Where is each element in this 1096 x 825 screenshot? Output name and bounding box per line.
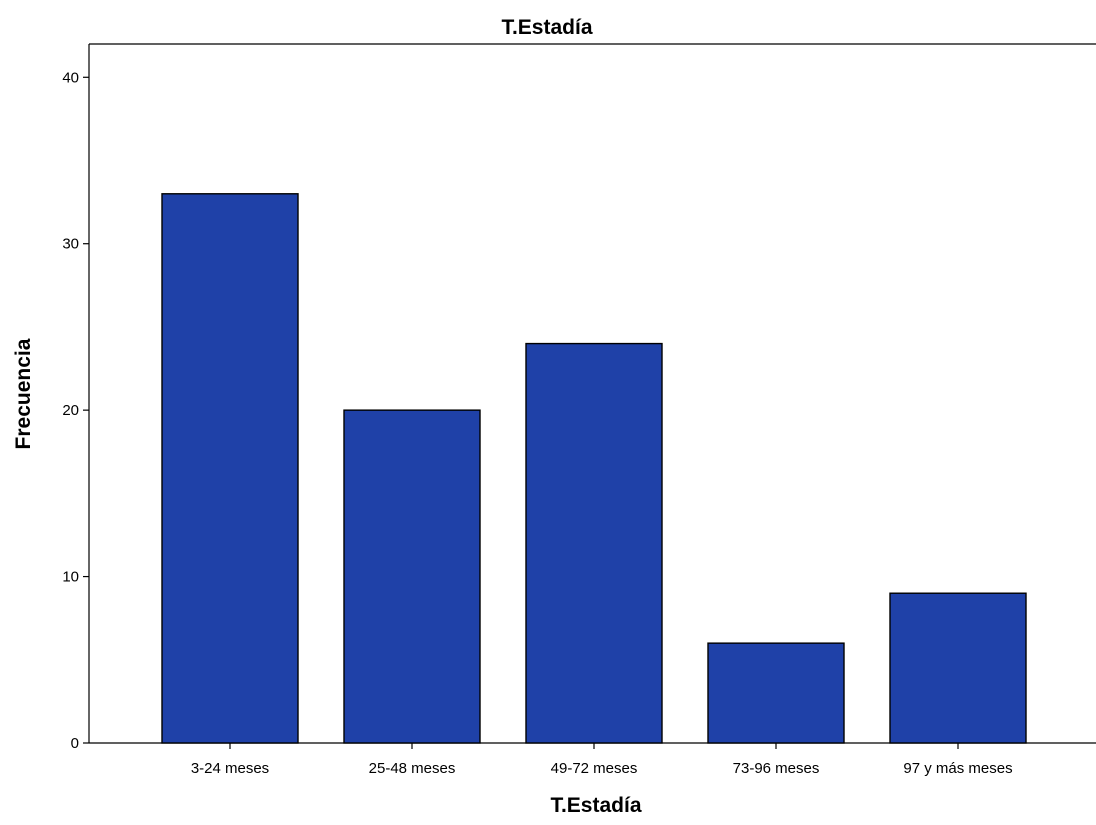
- y-tick-label-10: 10: [62, 569, 79, 586]
- y-tick-label-30: 30: [62, 236, 79, 253]
- bar-49-72-meses: [525, 342, 663, 744]
- x-tick-label-97-y-mas-meses: 97 y más meses: [903, 760, 1012, 777]
- x-tick-label-73-96-meses: 73-96 meses: [733, 760, 820, 777]
- y-axis-ticks: 0 10 20 30 40: [62, 69, 89, 752]
- y-tick-label-40: 40: [62, 69, 79, 86]
- y-tick-label-0: 0: [71, 735, 79, 752]
- bar-3-24-meses: [161, 193, 299, 744]
- x-tick-label-49-72-meses: 49-72 meses: [551, 760, 638, 777]
- y-tick-label-20: 20: [62, 402, 79, 419]
- chart-title: T.Estadía: [501, 16, 592, 39]
- x-tick-label-25-48-meses: 25-48 meses: [369, 760, 456, 777]
- bars-group: [161, 193, 1027, 744]
- bar-25-48-meses: [343, 409, 481, 744]
- x-axis-title: T.Estadía: [550, 794, 641, 817]
- x-tick-label-3-24-meses: 3-24 meses: [191, 760, 269, 777]
- y-axis-title: Frecuencia: [12, 338, 35, 449]
- x-axis-ticks: 3-24 meses 25-48 meses 49-72 meses 73-96 me…: [191, 743, 1013, 777]
- bar-97-y-mas-meses: [889, 592, 1027, 744]
- bar-73-96-meses: [707, 642, 845, 744]
